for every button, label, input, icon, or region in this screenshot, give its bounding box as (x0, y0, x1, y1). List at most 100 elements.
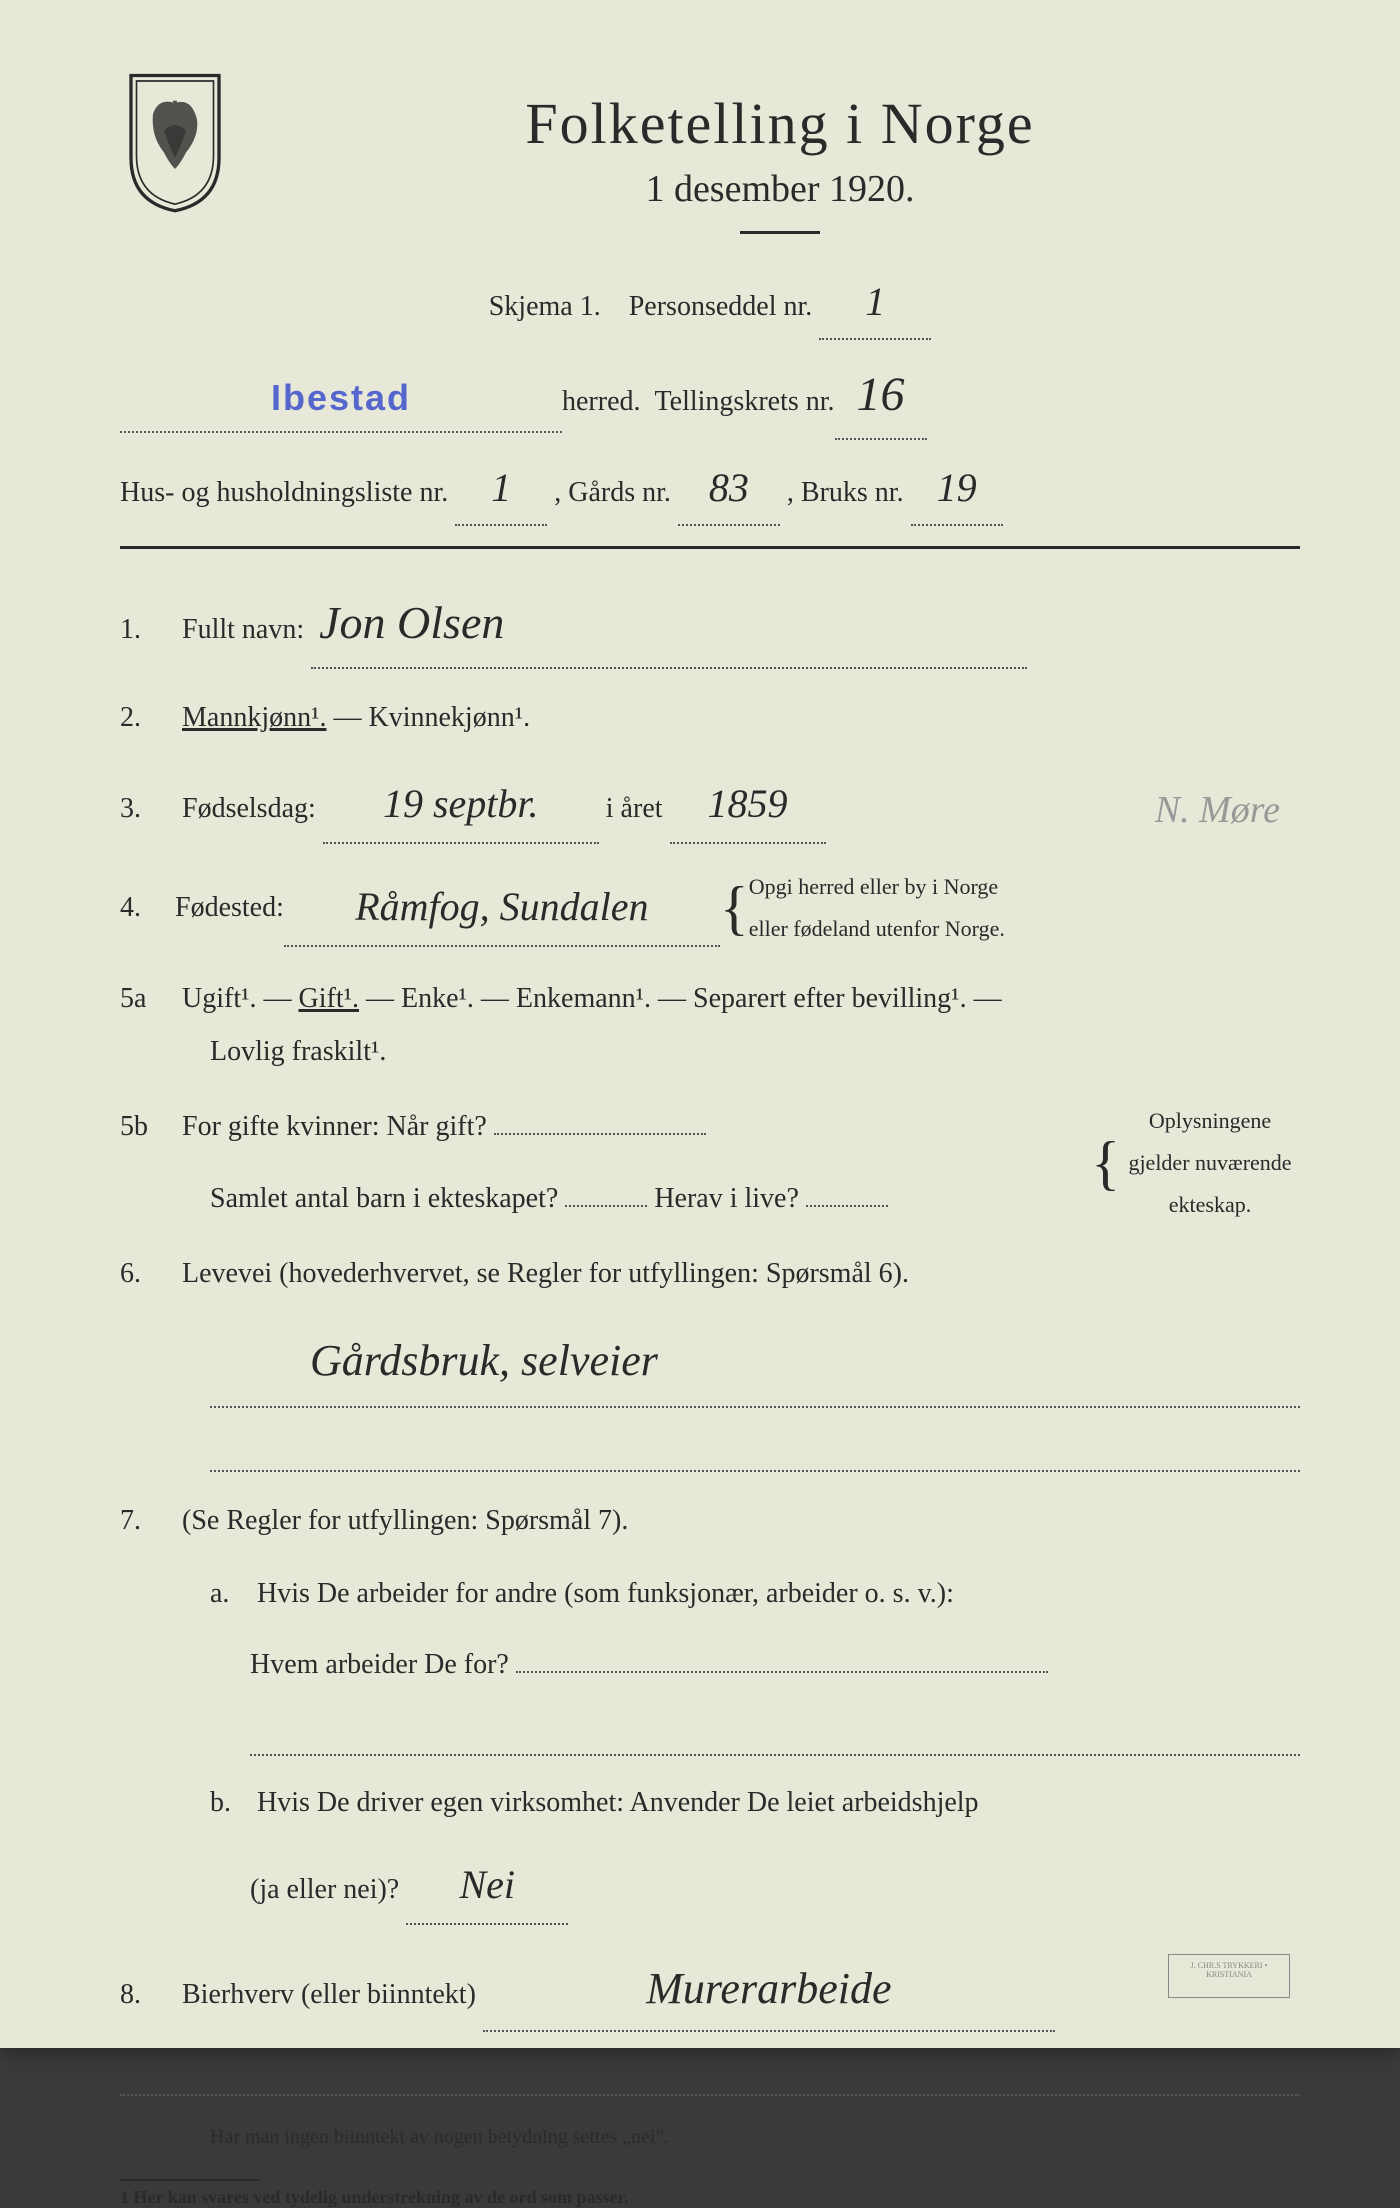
q6-answer-line2 (210, 1426, 1300, 1472)
husliste-field: 1 (455, 452, 547, 526)
q4-num: 4. (120, 881, 175, 934)
q7b-text: Hvis De driver egen virksomhet: Anvender… (257, 1787, 979, 1818)
q7b-text2: (ja eller nei)? (250, 1874, 399, 1905)
q5b: 5b For gifte kvinner: Når gift? Samlet a… (120, 1100, 1300, 1225)
q1-field: Jon Olsen (311, 579, 1027, 668)
q8-field: Murerarbeide (483, 1947, 1055, 2033)
husliste-nr: 1 (491, 465, 511, 510)
q3-pencil-note: N. Møre (1155, 774, 1280, 846)
q8-blank (120, 2050, 1300, 2096)
q4-value: Råmfog, Sundalen (355, 884, 648, 929)
q3-year: 1859 (708, 781, 788, 826)
herred-stamp: Ibestad (271, 377, 411, 418)
q5b-num: 5b (120, 1100, 175, 1153)
q7a-text2: Hvem arbeider De for? (250, 1649, 509, 1680)
q5a-line2: Lovlig fraskilt¹. (120, 1025, 1300, 1078)
q5a-opts: Ugift¹. — (182, 983, 299, 1014)
q5a-num: 5a (120, 972, 175, 1025)
q1-label: Fullt navn: (182, 614, 304, 645)
q1-value: Jon Olsen (319, 597, 504, 648)
q4-note2: eller fødeland utenfor Norge. (749, 916, 1005, 941)
q7b: b. Hvis De driver egen virksomhet: Anven… (120, 1776, 1300, 1925)
personseddel-nr-field: 1 (819, 266, 931, 340)
q3: 3. Fødselsdag: 19 septbr. i året 1859 N.… (120, 766, 1300, 844)
q3-year-field: 1859 (670, 766, 826, 844)
q7a-num: a. (210, 1567, 250, 1620)
q8-num: 8. (120, 1968, 175, 2021)
q7-num: 7. (120, 1494, 175, 1547)
footer-note-text: Har man ingen biinntekt av nogen betydni… (120, 2126, 1300, 2149)
q4-note1: Opgi herred eller by i Norge (749, 874, 998, 899)
q5a-opts3: Lovlig fraskilt¹. (210, 1036, 386, 1067)
q6: 6. Levevei (hovederhvervet, se Regler fo… (120, 1247, 1300, 1472)
q5b-line2: Samlet antal barn i ekteskapet? Herav i … (120, 1172, 1091, 1225)
subtitle-date: 1 desember 1920. (260, 167, 1300, 211)
q2-female: Kvinnekjønn¹. (369, 702, 531, 733)
personseddel-nr: 1 (865, 279, 885, 324)
q7b-field: Nei (406, 1847, 568, 1925)
gards-nr: 83 (709, 465, 749, 510)
husliste-line: Hus- og husholdningsliste nr. 1 , Gårds … (120, 452, 1300, 526)
q2: 2. Mannkjønn¹. — Kvinnekjønn¹. (120, 691, 1300, 744)
q7b-line2: (ja eller nei)? Nei (210, 1847, 1300, 1925)
q3-num: 3. (120, 782, 175, 835)
footer-note: Har man ingen biinntekt av nogen betydni… (120, 2126, 1300, 2208)
q3-day-field: 19 septbr. (323, 766, 599, 844)
skjema-label: Skjema 1. (489, 291, 601, 322)
gards-label: , Gårds nr. (554, 477, 671, 508)
q7a-field (516, 1671, 1048, 1673)
q2-num: 2. (120, 691, 175, 744)
tellingskrets-nr: 16 (857, 368, 905, 421)
q6-label: Levevei (hovederhvervet, se Regler for u… (182, 1258, 909, 1289)
q5a-gift: Gift¹. (299, 983, 360, 1014)
q3-mid: i året (606, 793, 663, 824)
q6-num: 6. (120, 1247, 175, 1300)
bruks-field: 19 (911, 452, 1003, 526)
q5b-barn-field (565, 1205, 647, 1207)
printer-box: J. CHR.S TRYKKERI • KRISTIANIA (1168, 1954, 1290, 1998)
q7a-text: Hvis De arbeider for andre (som funksjon… (257, 1578, 954, 1609)
q5a: 5a Ugift¹. — Gift¹. — Enke¹. — Enkemann¹… (120, 972, 1300, 1078)
footnote-text: 1 Her kan svares ved tydelig understrekn… (120, 2187, 1300, 2208)
q6-value: Gårdsbruk, selveier (210, 1336, 658, 1385)
bruks-label: , Bruks nr. (787, 477, 904, 508)
personseddel-label: Personseddel nr. (629, 291, 813, 322)
brace-icon-2: { (1091, 1148, 1120, 1178)
brace-icon: { (720, 893, 749, 923)
q2-sep: — (334, 702, 369, 733)
form-header: Folketelling i Norge 1 desember 1920. (120, 60, 1300, 254)
q5b-label: For gifte kvinner: Når gift? (182, 1111, 487, 1142)
herred-line: Ibestad herred. Tellingskrets nr. 16 (120, 352, 1300, 440)
q7-label: (Se Regler for utfyllingen: Spørsmål 7). (182, 1505, 628, 1536)
q4-note: Opgi herred eller by i Norge eller fødel… (749, 866, 1005, 950)
q8-label: Bierhverv (eller biinntekt) (182, 1979, 476, 2010)
header-rule (120, 546, 1300, 549)
q5b-note1: Oplysningene (1149, 1108, 1271, 1133)
q7a: a. Hvis De arbeider for andre (som funks… (120, 1567, 1300, 1755)
shield-svg (120, 70, 230, 213)
q8-value: Murerarbeide (646, 1964, 891, 2013)
printer-text: J. CHR.S TRYKKERI • KRISTIANIA (1191, 1961, 1268, 1979)
coat-of-arms-icon (120, 70, 230, 220)
q7a-blank (250, 1710, 1300, 1756)
q1: 1. Fullt navn: Jon Olsen (120, 579, 1300, 668)
footnote-rule (120, 2179, 260, 2181)
q5b-line2a: Samlet antal barn i ekteskapet? (210, 1183, 558, 1214)
q6-answer-line: Gårdsbruk, selveier (210, 1319, 1300, 1409)
main-title: Folketelling i Norge (260, 90, 1300, 157)
tellingskrets-field: 16 (835, 352, 927, 440)
title-divider (740, 231, 820, 234)
q1-num: 1. (120, 603, 175, 656)
q5b-note3: ekteskap. (1169, 1192, 1251, 1217)
q4-label: Fødested: (175, 881, 284, 934)
census-form-page: Folketelling i Norge 1 desember 1920. Sk… (0, 0, 1400, 2048)
tellingskrets-label: Tellingskrets nr. (655, 377, 835, 427)
q5b-note: Oplysningene gjelder nuværende ekteskap. (1120, 1100, 1300, 1225)
gards-field: 83 (678, 452, 780, 526)
q7b-num: b. (210, 1776, 250, 1829)
q5a-opts2: — Enke¹. — Enkemann¹. — Separert efter b… (366, 983, 1002, 1014)
q5b-live-field (806, 1205, 888, 1207)
q3-label: Fødselsdag: (182, 793, 316, 824)
q4: 4. Fødested: Råmfog, Sundalen { Opgi her… (120, 866, 1300, 950)
q4-field: Råmfog, Sundalen (284, 869, 720, 947)
